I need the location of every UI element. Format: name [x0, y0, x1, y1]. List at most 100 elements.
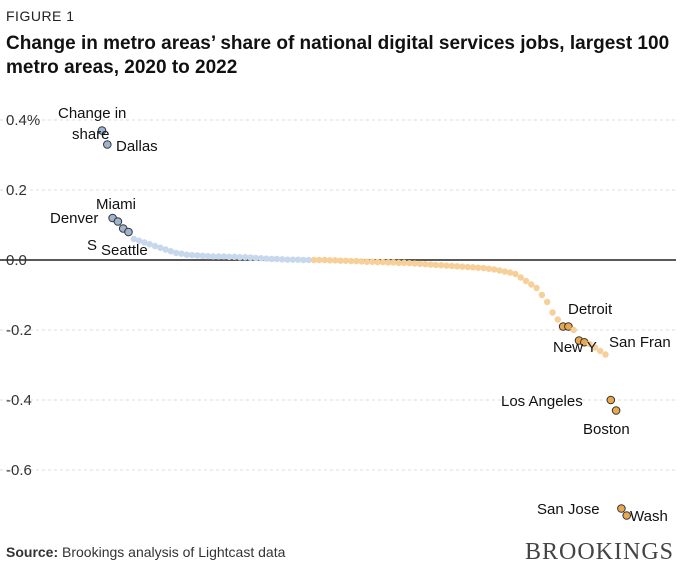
- data-point: [602, 351, 609, 358]
- highlight-label: Dallas: [116, 138, 158, 155]
- data-point: [194, 252, 201, 259]
- data-point: [342, 257, 349, 264]
- data-point: [512, 270, 519, 278]
- data-point: [220, 253, 228, 260]
- data-point: [464, 263, 471, 271]
- data-point: [178, 250, 185, 257]
- highlight-label: Denver: [50, 210, 98, 227]
- data-point: [554, 316, 561, 323]
- data-point: [332, 257, 339, 264]
- data-point: [506, 269, 514, 276]
- data-point: [485, 265, 493, 272]
- highlight-label: San Jose: [537, 501, 600, 518]
- y-tick-label: 0.2: [6, 182, 27, 199]
- data-point: [597, 347, 604, 355]
- data-point: [501, 268, 508, 275]
- data-point: [416, 260, 424, 268]
- data-point: [406, 259, 413, 267]
- data-point: [522, 277, 530, 285]
- highlight-point: [103, 140, 112, 149]
- data-point: [496, 267, 503, 274]
- data-point: [157, 244, 164, 251]
- source-label: Source:: [6, 544, 59, 560]
- data-point: [316, 256, 323, 264]
- data-point: [374, 258, 381, 266]
- y-tick-label: 0.0: [6, 252, 27, 269]
- data-point: [215, 253, 222, 260]
- data-point: [188, 251, 196, 259]
- highlight-label: share: [72, 126, 110, 143]
- data-point: [310, 256, 318, 264]
- highlight-label: Wash: [630, 508, 668, 525]
- highlight-label: Seattle: [101, 242, 148, 259]
- data-point: [199, 252, 206, 259]
- data-point: [141, 239, 148, 246]
- data-point: [146, 241, 153, 248]
- highlight-point: [617, 504, 626, 513]
- y-tick-layer: 0.4% 0.2 0.0 -0.2 -0.4 -0.6: [6, 112, 40, 479]
- data-point: [400, 259, 408, 266]
- data-point: [570, 326, 577, 334]
- data-point: [268, 255, 275, 263]
- highlight-label: New Y: [553, 339, 597, 356]
- data-point: [279, 256, 286, 263]
- highlight-label: Detroit: [568, 301, 613, 318]
- data-point: [427, 261, 434, 268]
- data-point: [390, 259, 397, 266]
- data-point: [538, 291, 546, 299]
- data-point: [438, 262, 445, 269]
- data-point: [443, 262, 450, 269]
- data-point: [533, 284, 540, 292]
- data-point: [210, 253, 217, 260]
- data-point: [363, 258, 371, 265]
- y-tick-label: 0.4%: [6, 112, 40, 129]
- highlight-point: [564, 322, 573, 331]
- data-point: [151, 242, 159, 250]
- data-point: [385, 259, 392, 266]
- data-point: [528, 281, 535, 288]
- data-point: [321, 256, 328, 264]
- highlight-label: Change in: [58, 105, 126, 122]
- data-point: [167, 248, 175, 255]
- data-point: [263, 255, 270, 262]
- highlight-point: [113, 217, 123, 226]
- data-point: [135, 237, 143, 244]
- data-point: [549, 309, 556, 316]
- data-point: [226, 253, 233, 261]
- data-point: [353, 257, 360, 265]
- highlight-label: Boston: [583, 421, 630, 438]
- data-point: [284, 256, 291, 263]
- brookings-logo: BROOKINGS: [524, 539, 674, 565]
- data-point: [337, 257, 344, 264]
- highlight-point: [611, 406, 621, 415]
- data-point: [369, 258, 376, 265]
- y-tick-label: -0.6: [6, 462, 32, 479]
- data-point: [448, 262, 455, 270]
- grid-layer: [0, 119, 676, 471]
- data-point: [300, 256, 307, 264]
- data-point: [591, 344, 599, 351]
- data-point: [231, 253, 238, 261]
- data-point: [173, 249, 180, 257]
- data-point: [204, 252, 212, 260]
- source-note: Source: Brookings analysis of Lightcast …: [6, 544, 285, 560]
- data-point: [432, 261, 440, 269]
- highlight-point: [97, 126, 107, 135]
- highlight-point: [622, 511, 632, 520]
- data-point: [326, 257, 334, 264]
- data-point: [411, 260, 418, 267]
- highlight-label: San Fran: [609, 334, 671, 351]
- highlight-point: [606, 395, 616, 405]
- data-point: [273, 255, 281, 263]
- data-point: [544, 298, 551, 306]
- data-point: [183, 251, 190, 258]
- data-point: [517, 274, 524, 281]
- highlight-label: S: [87, 237, 97, 254]
- data-point: [422, 261, 429, 268]
- source-text: Brookings analysis of Lightcast data: [58, 544, 286, 560]
- data-point: [247, 254, 254, 261]
- y-tick-label: -0.4: [6, 392, 32, 409]
- data-point: [379, 258, 387, 266]
